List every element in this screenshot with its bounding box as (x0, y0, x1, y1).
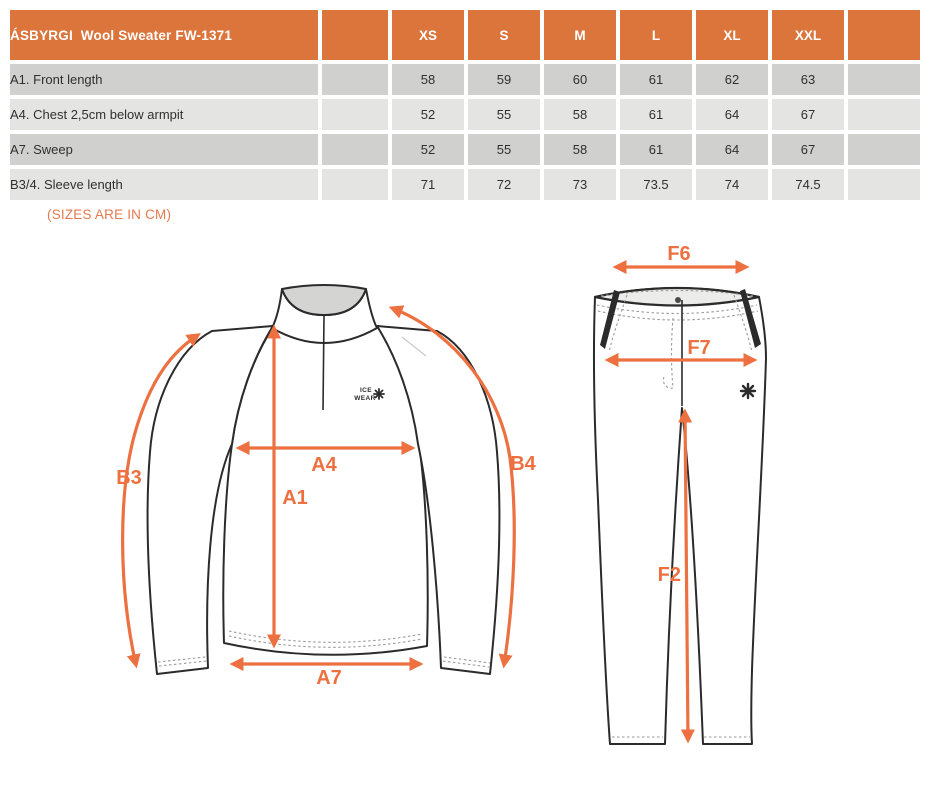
value-cell: 58 (544, 99, 616, 130)
f7-label: F7 (687, 337, 710, 359)
zipper-line (322, 315, 325, 411)
b4-label: B4 (510, 453, 536, 475)
row-label: A4. Chest 2,5cm below armpit (10, 99, 318, 130)
f6-label: F6 (667, 243, 690, 265)
table-row-sleeve-length: B3/4. Sleeve length 71 72 73 73.5 74 74.… (10, 169, 920, 200)
table-row-sweep: A7. Sweep 52 55 58 61 64 67 (10, 134, 920, 165)
value-cell: 61 (620, 64, 692, 95)
a4-label: A4 (311, 454, 337, 476)
snowflake-icon (739, 382, 757, 400)
garment-measurement-diagram: ICE WEAR B3 A4 A1 B4 A7 (116, 243, 767, 745)
value-cell: 60 (544, 64, 616, 95)
size-col-header-s: S (468, 10, 540, 60)
value-cell: 72 (468, 169, 540, 200)
empty-cell (322, 99, 388, 130)
table-header-row: ÁSBYRGI Wool Sweater FW-1371 XS S M L XL… (10, 10, 920, 60)
product-title: ÁSBYRGI Wool Sweater FW-1371 (10, 10, 318, 60)
logo-text-ice: ICE (360, 387, 372, 394)
a1-label: A1 (282, 487, 308, 509)
b3-arrow (121, 333, 201, 669)
value-cell: 62 (696, 64, 768, 95)
table-row-front-length: A1. Front length 58 59 60 61 62 63 (10, 64, 920, 95)
b3-label: B3 (116, 467, 142, 489)
waistband-inside-stitch (600, 289, 754, 297)
value-cell: 67 (772, 134, 844, 165)
value-cell: 58 (392, 64, 464, 95)
value-cell: 71 (392, 169, 464, 200)
right-pocket (740, 289, 761, 348)
value-cell: 52 (392, 99, 464, 130)
size-col-header-m: M (544, 10, 616, 60)
snowflake-icon (373, 388, 385, 400)
pants-body (593, 287, 767, 745)
empty-header-cell (848, 10, 920, 60)
empty-cell (848, 64, 920, 95)
value-cell: 73 (544, 169, 616, 200)
value-cell: 61 (620, 99, 692, 130)
value-cell: 61 (620, 134, 692, 165)
row-label: A1. Front length (10, 64, 318, 95)
value-cell: 52 (392, 134, 464, 165)
value-cell: 55 (468, 134, 540, 165)
table-row-chest: A4. Chest 2,5cm below armpit 52 55 58 61… (10, 99, 920, 130)
left-pocket (600, 290, 620, 349)
value-cell: 63 (772, 64, 844, 95)
logo-text-wear: WEAR (354, 395, 375, 402)
fly-hook (662, 376, 674, 389)
empty-cell (848, 99, 920, 130)
value-cell: 73.5 (620, 169, 692, 200)
sizes-unit-note: (SIZES ARE IN CM) (47, 207, 172, 222)
empty-cell (322, 64, 388, 95)
empty-cell (848, 134, 920, 165)
sweater-drawing: ICE WEAR B3 A4 A1 B4 A7 (116, 284, 537, 689)
size-table: ÁSBYRGI Wool Sweater FW-1371 XS S M L XL… (6, 6, 924, 204)
b4-arrow (388, 305, 516, 669)
waist-button (675, 297, 681, 303)
waistband-stitching (597, 310, 759, 321)
empty-cell (322, 169, 388, 200)
value-cell: 74 (696, 169, 768, 200)
f2-label: F2 (658, 564, 681, 586)
size-col-header-xs: XS (392, 10, 464, 60)
row-label: A7. Sweep (10, 134, 318, 165)
value-cell: 64 (696, 99, 768, 130)
value-cell: 59 (468, 64, 540, 95)
empty-cell (322, 134, 388, 165)
f2-arrow (678, 408, 695, 744)
empty-cell (848, 169, 920, 200)
sweater-body (222, 326, 429, 656)
row-label: B3/4. Sleeve length (10, 169, 318, 200)
value-cell: 67 (772, 99, 844, 130)
icewear-logo: ICE WEAR (354, 387, 385, 402)
value-cell: 74.5 (772, 169, 844, 200)
pants-drawing: F6 F7 F2 (593, 243, 767, 745)
empty-header-cell (322, 10, 388, 60)
value-cell: 64 (696, 134, 768, 165)
value-cell: 58 (544, 134, 616, 165)
left-pocket-stitch (608, 294, 628, 353)
waistband-stitching (596, 304, 758, 314)
right-pocket-stitch (733, 294, 753, 353)
size-col-header-xxl: XXL (772, 10, 844, 60)
size-col-header-l: L (620, 10, 692, 60)
collar-inside (281, 284, 367, 316)
a7-label: A7 (316, 667, 342, 689)
value-cell: 55 (468, 99, 540, 130)
size-col-header-xl: XL (696, 10, 768, 60)
